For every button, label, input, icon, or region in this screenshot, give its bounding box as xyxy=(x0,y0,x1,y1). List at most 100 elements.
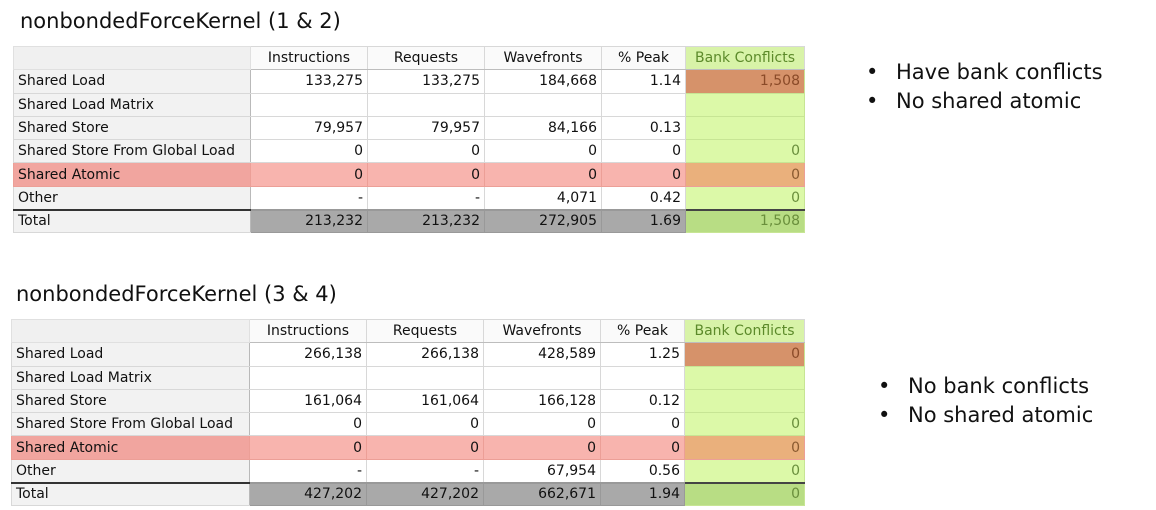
notes-list: • No bank conflicts • No shared atomic xyxy=(878,372,1093,430)
table-row-total[interactable]: Total 213,232 213,232 272,905 1.69 1,508 xyxy=(13,208,805,234)
cell-wavefronts: 166,128 xyxy=(483,388,601,414)
cell-requests: - xyxy=(366,458,484,484)
table-row-highlighted[interactable]: Shared Atomic 0 0 0 0 0 xyxy=(13,162,805,187)
table-row-total[interactable]: Total 427,202 427,202 662,671 1.94 0 xyxy=(11,481,805,507)
column-header-instructions[interactable]: Instructions xyxy=(250,45,368,71)
cell-instructions: - xyxy=(250,185,368,211)
cell-bank-conflicts xyxy=(685,92,805,117)
column-header-instructions[interactable]: Instructions xyxy=(249,318,367,344)
cell-peak: 0.13 xyxy=(601,115,686,141)
row-label: Shared Store xyxy=(11,388,250,414)
row-label: Shared Load xyxy=(11,342,250,367)
cell-bank-conflicts: 0 xyxy=(685,139,805,164)
row-label: Shared Load Matrix xyxy=(13,92,251,117)
cell-peak: 0 xyxy=(600,435,685,460)
cell-wavefronts: 662,671 xyxy=(483,481,601,507)
cell-instructions: 0 xyxy=(250,162,368,187)
column-header-requests[interactable]: Requests xyxy=(366,318,484,344)
cell-peak: 0.42 xyxy=(601,185,686,211)
row-label: Shared Load Matrix xyxy=(11,365,250,390)
cell-instructions: 133,275 xyxy=(250,69,368,94)
cell-peak xyxy=(600,365,685,390)
cell-instructions xyxy=(250,92,368,117)
cell-wavefronts xyxy=(484,92,602,117)
cell-instructions: 0 xyxy=(250,139,368,164)
cell-peak: 0 xyxy=(600,412,685,437)
cell-wavefronts: 428,589 xyxy=(483,342,601,367)
cell-instructions: - xyxy=(249,458,367,484)
table-row[interactable]: Shared Store From Global Load 0 0 0 0 0 xyxy=(13,139,805,164)
cell-requests: 0 xyxy=(366,435,484,460)
cell-bank-conflicts: 0 xyxy=(685,185,805,211)
notes-list: • Have bank conflicts • No shared atomic xyxy=(866,58,1103,116)
cell-wavefronts: 67,954 xyxy=(483,458,601,484)
cell-wavefronts: 0 xyxy=(483,435,601,460)
cell-wavefronts: 0 xyxy=(484,162,602,187)
cell-requests: 133,275 xyxy=(367,69,485,94)
row-label: Shared Atomic xyxy=(13,162,251,187)
column-header-bank-conflicts[interactable]: Bank Conflicts xyxy=(685,45,805,71)
column-header-peak[interactable]: % Peak xyxy=(600,318,685,344)
cell-bank-conflicts: 0 xyxy=(685,162,805,187)
row-label: Shared Store xyxy=(13,115,251,141)
cell-instructions: 161,064 xyxy=(249,388,367,414)
cell-bank-conflicts: 1,508 xyxy=(685,208,805,234)
row-label: Other xyxy=(11,458,250,484)
cell-wavefronts: 0 xyxy=(483,412,601,437)
shared-memory-table: Instructions Requests Wavefronts % Peak … xyxy=(11,318,805,507)
cell-requests xyxy=(366,365,484,390)
header-corner xyxy=(13,45,251,71)
cell-peak: 1.69 xyxy=(601,208,686,234)
row-label: Shared Store From Global Load xyxy=(13,139,251,164)
column-header-wavefronts[interactable]: Wavefronts xyxy=(484,45,602,71)
cell-peak: 1.25 xyxy=(600,342,685,367)
note-item: • Have bank conflicts xyxy=(866,58,1103,87)
table-row[interactable]: Shared Load 266,138 266,138 428,589 1.25… xyxy=(11,342,805,367)
cell-instructions xyxy=(249,365,367,390)
table-row[interactable]: Shared Store 161,064 161,064 166,128 0.1… xyxy=(11,388,805,414)
table-row[interactable]: Other - - 67,954 0.56 0 xyxy=(11,458,805,484)
section-title: nonbondedForceKernel (3 & 4) xyxy=(16,282,337,306)
note-item: • No shared atomic xyxy=(878,401,1093,430)
shared-memory-table: Instructions Requests Wavefronts % Peak … xyxy=(13,45,805,234)
column-header-wavefronts[interactable]: Wavefronts xyxy=(483,318,601,344)
cell-instructions: 213,232 xyxy=(250,208,368,234)
table-row[interactable]: Other - - 4,071 0.42 0 xyxy=(13,185,805,211)
cell-requests: 0 xyxy=(366,412,484,437)
column-header-requests[interactable]: Requests xyxy=(367,45,485,71)
cell-peak: 0.12 xyxy=(600,388,685,414)
column-header-peak[interactable]: % Peak xyxy=(601,45,686,71)
note-text: No shared atomic xyxy=(896,89,1082,113)
table-row[interactable]: Shared Store 79,957 79,957 84,166 0.13 xyxy=(13,115,805,141)
cell-peak: 1.14 xyxy=(601,69,686,94)
cell-requests: 266,138 xyxy=(366,342,484,367)
table-row[interactable]: Shared Load 133,275 133,275 184,668 1.14… xyxy=(13,69,805,94)
cell-peak: 1.94 xyxy=(600,481,685,507)
row-label: Shared Store From Global Load xyxy=(11,412,250,437)
cell-bank-conflicts: 0 xyxy=(684,458,805,484)
cell-peak: 0 xyxy=(601,162,686,187)
table-row[interactable]: Shared Store From Global Load 0 0 0 0 0 xyxy=(11,412,805,437)
row-label: Total xyxy=(13,208,251,234)
cell-requests xyxy=(367,92,485,117)
table-row[interactable]: Shared Load Matrix xyxy=(11,365,805,390)
cell-bank-conflicts: 0 xyxy=(684,481,805,507)
cell-instructions: 79,957 xyxy=(250,115,368,141)
cell-requests: 213,232 xyxy=(367,208,485,234)
bullet-icon: • xyxy=(878,374,891,398)
cell-peak xyxy=(601,92,686,117)
table-row-highlighted[interactable]: Shared Atomic 0 0 0 0 0 xyxy=(11,435,805,460)
row-label: Shared Load xyxy=(13,69,251,94)
cell-peak: 0.56 xyxy=(600,458,685,484)
table-row[interactable]: Shared Load Matrix xyxy=(13,92,805,117)
cell-requests: 427,202 xyxy=(366,481,484,507)
cell-wavefronts: 0 xyxy=(484,139,602,164)
cell-wavefronts: 184,668 xyxy=(484,69,602,94)
cell-requests: 161,064 xyxy=(366,388,484,414)
bullet-icon: • xyxy=(866,60,879,84)
cell-wavefronts: 272,905 xyxy=(484,208,602,234)
column-header-bank-conflicts[interactable]: Bank Conflicts xyxy=(684,318,805,344)
bullet-icon: • xyxy=(866,89,879,113)
cell-bank-conflicts xyxy=(684,365,805,390)
cell-wavefronts: 4,071 xyxy=(484,185,602,211)
